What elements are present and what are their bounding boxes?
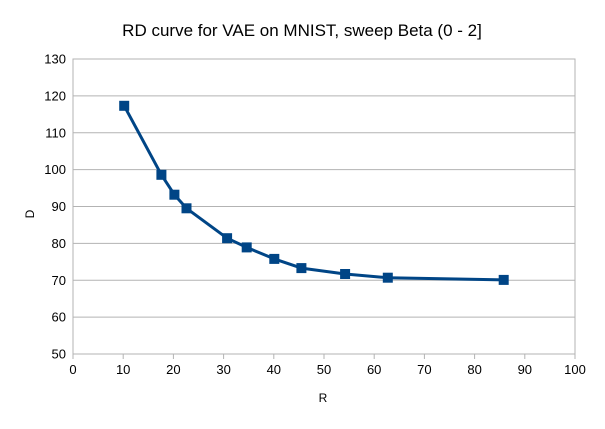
x-tick-label: 90 — [518, 362, 532, 377]
y-tick-label: 60 — [52, 310, 66, 325]
x-tick-label: 30 — [216, 362, 230, 377]
data-point-marker — [340, 269, 351, 279]
y-tick-label: 90 — [52, 199, 66, 214]
x-tick-label: 60 — [367, 362, 381, 377]
x-tick-label: 70 — [417, 362, 431, 377]
y-tick-label: 50 — [52, 347, 66, 362]
y-axis-ticks: 50 60 70 80 90 100 110 120 130 — [44, 52, 66, 362]
y-tick-label: 120 — [44, 88, 66, 103]
x-tick-label: 50 — [317, 362, 331, 377]
y-tick-label: 70 — [52, 273, 66, 288]
data-point-marker — [222, 233, 233, 244]
y-axis-label: D — [23, 209, 37, 218]
series-group — [119, 100, 509, 285]
series-line — [122, 104, 506, 282]
x-tick-label: 20 — [166, 362, 180, 377]
y-tick-label: 100 — [44, 162, 66, 177]
x-tick-label: 100 — [564, 362, 586, 377]
data-point-marker — [241, 242, 252, 253]
data-point-marker — [169, 189, 180, 200]
x-tick-label: 0 — [69, 362, 76, 377]
data-point-marker — [181, 203, 192, 214]
y-tick-label: 80 — [52, 236, 66, 251]
y-tick-label: 130 — [44, 52, 66, 67]
data-point-marker — [382, 272, 393, 283]
y-tick-label: 110 — [45, 125, 66, 140]
data-point-marker — [296, 263, 307, 274]
data-point-marker — [269, 253, 280, 264]
gridlines — [73, 58, 575, 355]
x-tick-label: 40 — [267, 362, 281, 377]
x-tick-label: 80 — [467, 362, 481, 377]
x-tick-label: 10 — [116, 362, 130, 377]
data-point-marker — [119, 100, 130, 111]
x-axis-ticks: 0 10 20 30 40 50 60 70 80 90 100 — [69, 354, 586, 377]
data-point-marker — [498, 274, 509, 285]
data-point-marker — [156, 169, 167, 180]
chart-title: RD curve for VAE on MNIST, sweep Beta (0… — [122, 21, 482, 40]
x-axis-label: R — [319, 391, 328, 405]
